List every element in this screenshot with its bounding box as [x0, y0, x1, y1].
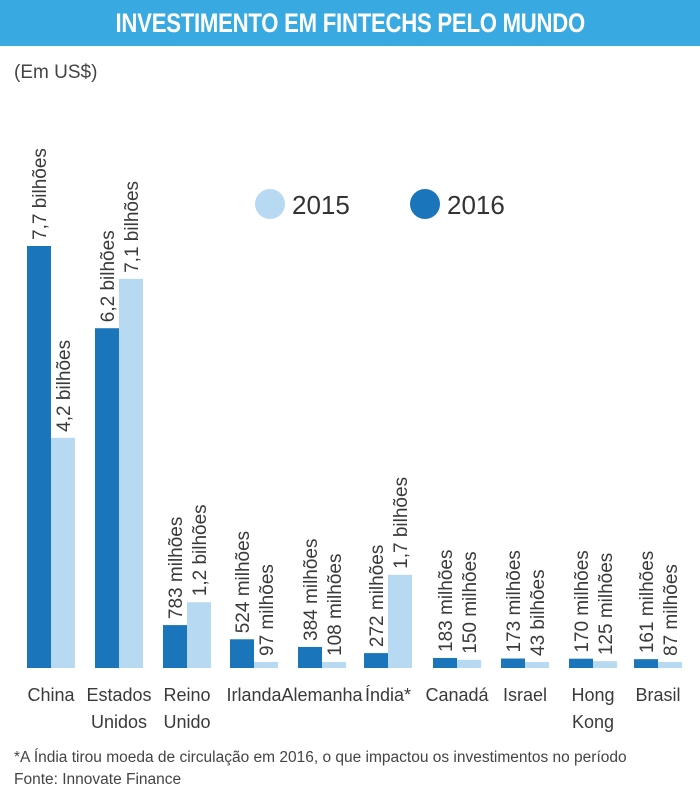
bar-2015-1	[119, 278, 143, 668]
category-label-7-0: Israel	[503, 685, 547, 705]
value-label-2016-5: 272 milhões	[367, 545, 388, 647]
bar-2016-4	[298, 646, 322, 668]
category-label-1-1: Unidos	[91, 712, 147, 732]
legend-label-2015: 2015	[292, 190, 350, 220]
value-label-2015-4: 108 milhões	[325, 554, 346, 656]
legend: 2015 2016	[255, 189, 505, 220]
category-labels-group: China Estados Unidos Reino Unido Irlanda Alema…	[27, 685, 680, 732]
category-label-0-0: China	[27, 685, 75, 705]
value-label-2015-2: 1,2 bilhões	[190, 504, 211, 596]
bar-2015-0	[51, 437, 75, 668]
value-label-2016-9: 161 milhões	[637, 551, 658, 653]
category-label-6-0: Canadá	[425, 685, 489, 705]
category-label-3-0: Irlanda	[226, 685, 282, 705]
category-label-2-1: Unido	[163, 712, 210, 732]
header-bar: INVESTIMENTO EM FINTECHS PELO MUNDO	[0, 0, 700, 46]
category-label-1-0: Estados	[86, 685, 151, 705]
value-label-2015-5: 1,7 bilhões	[391, 477, 412, 569]
value-label-2015-7: 43 bilhões	[528, 569, 549, 656]
value-label-2015-0: 4,2 bilhões	[54, 340, 75, 432]
bar-2016-6	[433, 657, 457, 668]
value-label-2015-3: 97 milhões	[257, 564, 278, 656]
value-label-2015-6: 150 milhões	[460, 551, 481, 653]
bar-2015-8	[593, 661, 617, 668]
bar-2016-2	[163, 625, 187, 668]
bar-2015-4	[322, 662, 346, 668]
legend-swatch-2015	[255, 189, 285, 219]
bar-2016-3	[230, 639, 254, 668]
category-label-4-0: Alemanha	[281, 685, 363, 705]
category-label-2-0: Reino	[163, 685, 210, 705]
value-label-2016-8: 170 milhões	[572, 550, 593, 652]
value-label-2016-7: 173 milhões	[504, 550, 525, 652]
bar-2015-3	[254, 662, 278, 668]
source-text: Fonte: Innovate Finance	[14, 771, 182, 788]
value-label-2016-3: 524 milhões	[233, 531, 254, 633]
bar-2016-5	[364, 653, 388, 668]
bar-2015-7	[525, 662, 549, 668]
bar-2015-9	[658, 662, 682, 668]
bar-2016-9	[634, 659, 658, 668]
category-label-8-0: Hong	[571, 685, 614, 705]
bar-2016-1	[95, 328, 119, 668]
bar-2016-8	[569, 658, 593, 668]
legend-swatch-2016	[410, 189, 440, 219]
legend-label-2016: 2016	[447, 190, 505, 220]
value-label-2015-1: 7,1 bilhões	[122, 181, 143, 273]
bar-2015-5	[388, 574, 412, 668]
chart-title: INVESTIMENTO EM FINTECHS PELO MUNDO	[115, 7, 585, 38]
bar-2015-6	[457, 659, 481, 668]
bar-chart: 2015 2016 7,7 bilhões 4,2 bilhões 6,2 bilhõ…	[27, 148, 682, 732]
bar-2016-7	[501, 658, 525, 668]
value-label-2016-1: 6,2 bilhões	[98, 230, 119, 322]
category-label-8-1: Kong	[572, 712, 614, 732]
bar-2016-0	[27, 246, 51, 668]
footnote-text: *A Índia tirou moeda de circulação em 20…	[14, 749, 627, 766]
value-label-2015-9: 87 milhões	[661, 564, 682, 656]
bar-2015-2	[187, 602, 211, 668]
bars-group	[27, 246, 682, 668]
footnote-block: *A Índia tirou moeda de circulação em 20…	[14, 747, 627, 791]
value-label-2015-8: 125 milhões	[596, 553, 617, 655]
category-label-9-0: Brasil	[635, 685, 680, 705]
unit-label: (Em US$)	[14, 62, 98, 83]
category-label-5-0: Índia*	[365, 685, 411, 705]
value-label-2016-4: 384 milhões	[301, 539, 322, 641]
value-label-2016-0: 7,7 bilhões	[30, 148, 51, 240]
value-label-2016-6: 183 milhões	[436, 550, 457, 652]
value-label-2016-2: 783 milhões	[166, 517, 187, 619]
